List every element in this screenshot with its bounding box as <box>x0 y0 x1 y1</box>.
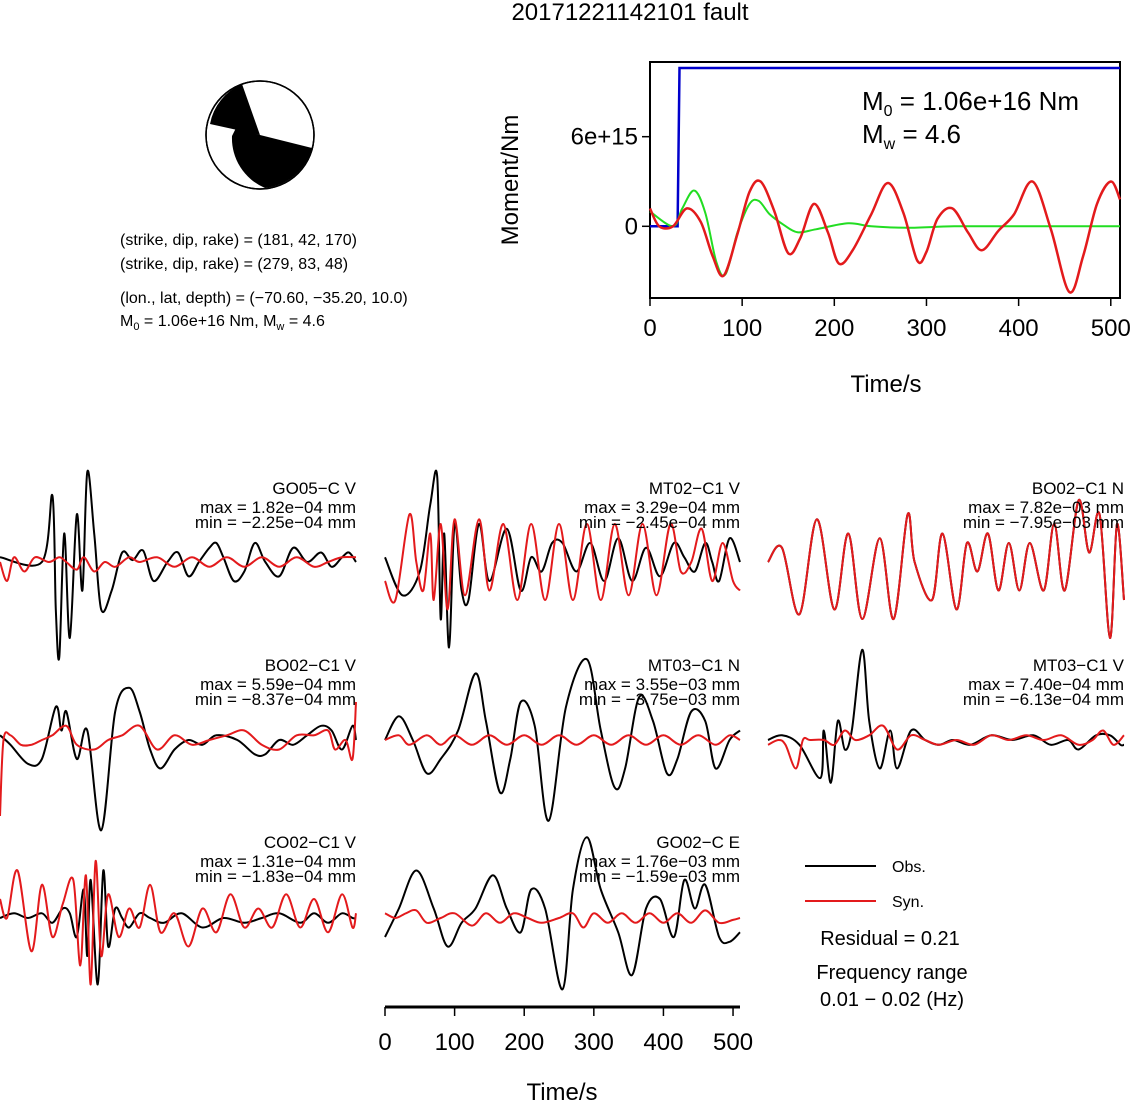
max-amplitude-label: max = 7.40e−04 mm <box>968 675 1124 694</box>
nodal-plane-1: (strike, dip, rake) = (181, 42, 170) <box>120 232 357 249</box>
observed-trace <box>384 469 741 649</box>
moment-xtick-label: 500 <box>1091 315 1131 342</box>
waveform-xtick-label: 400 <box>643 1029 683 1056</box>
moment-xtick-label: 400 <box>999 315 1039 342</box>
cumulative-moment-line <box>650 66 1120 228</box>
min-amplitude-label: min = −2.25e−04 mm <box>195 513 356 532</box>
synthetic-trace <box>384 908 741 929</box>
waveform-xtick-label: 300 <box>574 1029 614 1056</box>
moment-xtick-label: 100 <box>722 315 762 342</box>
max-amplitude-label: max = 5.59e−04 mm <box>200 675 356 694</box>
moment-xlabel: Time/s <box>850 371 921 398</box>
waveform-xtick-label: 200 <box>504 1029 544 1056</box>
moment-m0-annotation: M0 = 1.06e+16 Nm <box>862 86 1079 120</box>
waveform-xtick-label: 100 <box>435 1029 475 1056</box>
min-amplitude-label: min = −2.45e−04 mm <box>579 513 740 532</box>
frequency-range-value: 0.01 − 0.02 (Hz) <box>820 989 964 1011</box>
beachball-icon <box>205 80 315 190</box>
moment-xtick-label: 200 <box>814 315 854 342</box>
waveform-xtick-label: 0 <box>378 1029 391 1056</box>
max-amplitude-label: max = 1.82e−04 mm <box>200 498 356 517</box>
observed-trace <box>384 658 741 822</box>
synthetic-trace <box>384 513 741 611</box>
legend-syn-label: Syn. <box>892 894 924 911</box>
observed-trace <box>0 869 357 986</box>
min-amplitude-label: min = −7.95e−03 mm <box>963 513 1124 532</box>
station-label: GO05−C V <box>272 479 356 498</box>
moment-line: M0 = 1.06e+16 Nm, Mw = 4.6 <box>120 313 325 334</box>
min-amplitude-label: min = −1.83e−04 mm <box>195 867 356 886</box>
moment-ytick-label: 0 <box>625 213 638 240</box>
moment-ytick-label: 6e+15 <box>571 124 638 151</box>
moment-mw-annotation: Mw = 4.6 <box>862 119 961 153</box>
min-amplitude-label: min = −1.59e−03 mm <box>579 867 740 886</box>
location-line: (lon., lat, depth) = (−70.60, −35.20, 10… <box>120 290 408 307</box>
moment-ylabel: Moment/Nm <box>497 115 524 246</box>
station-label: BO02−C1 N <box>1032 479 1124 498</box>
moment-xtick-label: 0 <box>643 315 656 342</box>
synthetic-trace <box>0 859 357 986</box>
nodal-plane-2: (strike, dip, rake) = (279, 83, 48) <box>120 256 349 273</box>
observed-trace <box>0 469 357 661</box>
observed-trace <box>384 836 741 991</box>
station-label: MT02−C1 V <box>649 479 741 498</box>
waveform-xlabel: Time/s <box>526 1079 597 1104</box>
frequency-range-label: Frequency range <box>816 962 967 984</box>
station-label: CO02−C1 V <box>264 833 357 852</box>
synthetic-trace <box>767 724 1125 770</box>
moment-plot-frame <box>649 61 1121 299</box>
residual-label: Residual = 0.21 <box>820 928 960 950</box>
station-label: BO02−C1 V <box>265 656 357 675</box>
synthetic-trace <box>0 701 357 817</box>
max-amplitude-label: max = 1.31e−04 mm <box>200 852 356 871</box>
station-label: MT03−C1 N <box>648 656 740 675</box>
synthetic-trace <box>384 734 741 746</box>
observed-trace <box>0 686 357 832</box>
moment-rate-line <box>648 179 1122 294</box>
moment-xtick-label: 300 <box>906 315 946 342</box>
max-amplitude-label: max = 1.76e−03 mm <box>584 852 740 871</box>
min-amplitude-label: min = −3.75e−03 mm <box>579 690 740 709</box>
min-amplitude-label: min = −6.13e−04 mm <box>963 690 1124 709</box>
waveform-xtick-label: 500 <box>713 1029 753 1056</box>
max-amplitude-label: max = 3.55e−03 mm <box>584 675 740 694</box>
synthetic-trace <box>0 555 357 583</box>
figure-title: 20171221142101 fault <box>511 0 749 26</box>
max-amplitude-label: max = 7.82e−03 mm <box>968 498 1124 517</box>
synthetic-trace <box>767 499 1125 640</box>
min-amplitude-label: min = −8.37e−04 mm <box>195 690 356 709</box>
source-time-function-line <box>649 189 1120 277</box>
station-label: MT03−C1 V <box>1033 656 1125 675</box>
legend-obs-label: Obs. <box>892 859 926 876</box>
station-label: GO02−C E <box>656 833 740 852</box>
max-amplitude-label: max = 3.29e−04 mm <box>584 498 740 517</box>
